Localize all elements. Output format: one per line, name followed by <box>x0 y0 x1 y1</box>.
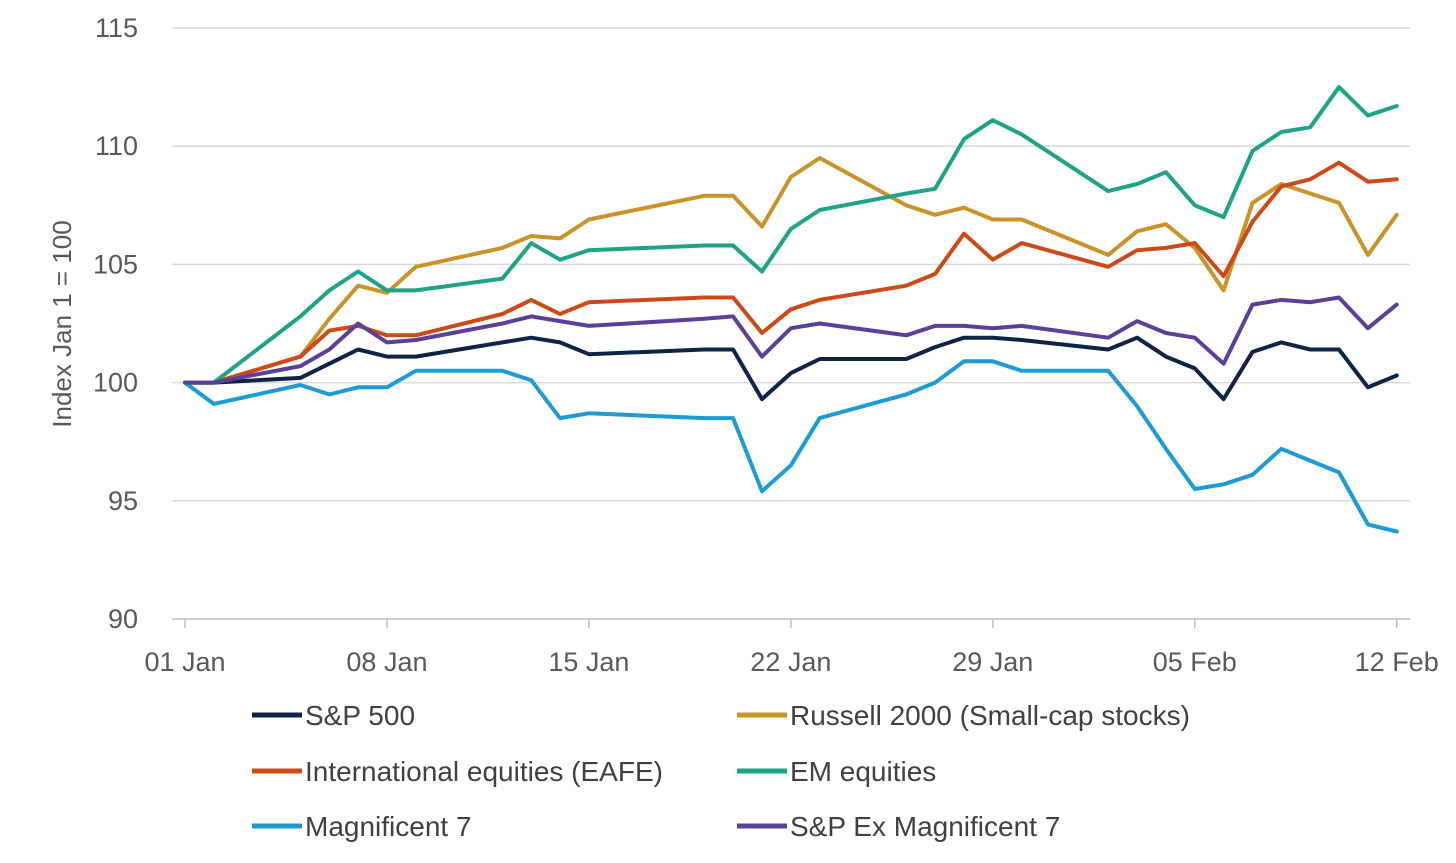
series-line-5 <box>183 295 1399 385</box>
y-tick-label: 115 <box>95 13 138 43</box>
x-tick-label: 05 Feb <box>1153 647 1237 677</box>
y-tick-label: 90 <box>108 604 138 634</box>
gridlines <box>172 27 1410 502</box>
legend-item: S&P Ex Magnificent 7 <box>737 811 1060 842</box>
series-lines <box>183 85 1399 534</box>
x-tick-label: 22 Jan <box>750 647 831 677</box>
series-line-4 <box>183 359 1399 534</box>
legend-item: Magnificent 7 <box>252 811 472 842</box>
legend-item: International equities (EAFE) <box>252 756 663 787</box>
legend: S&P 500 Russell 2000 (Small-cap stocks) In… <box>252 700 1190 842</box>
x-tick-label: 29 Jan <box>952 647 1033 677</box>
legend-label: International equities (EAFE) <box>305 756 663 787</box>
legend-label: EM equities <box>790 756 936 787</box>
legend-label: S&P 500 <box>305 700 415 731</box>
legend-label: Russell 2000 (Small-cap stocks) <box>790 700 1190 731</box>
x-tick-label: 08 Jan <box>346 647 427 677</box>
legend-item: S&P 500 <box>252 700 415 731</box>
x-tick-label: 12 Feb <box>1355 647 1439 677</box>
y-tick-labels: 90 95 100 105 110 115 <box>93 13 138 634</box>
series-line-2 <box>183 160 1399 385</box>
series-line-3 <box>183 85 1399 385</box>
legend-label: S&P Ex Magnificent 7 <box>790 811 1060 842</box>
x-tick-label: 01 Jan <box>144 647 225 677</box>
x-tick-labels: 01 Jan 08 Jan 15 Jan 22 Jan 29 Jan 05 Feb 12 F… <box>144 647 1438 677</box>
x-tick-label: 15 Jan <box>548 647 629 677</box>
y-tick-label: 105 <box>93 249 138 279</box>
axes <box>172 618 1410 628</box>
y-tick-label: 110 <box>95 131 138 161</box>
y-axis-title: Index Jan 1 = 100 <box>47 220 77 427</box>
y-tick-label: 100 <box>93 368 138 398</box>
legend-item: EM equities <box>737 756 936 787</box>
legend-item: Russell 2000 (Small-cap stocks) <box>737 700 1190 731</box>
series-line-0 <box>183 335 1399 402</box>
legend-label: Magnificent 7 <box>305 811 472 842</box>
series-line-1 <box>183 156 1399 385</box>
y-tick-label: 95 <box>108 486 138 516</box>
